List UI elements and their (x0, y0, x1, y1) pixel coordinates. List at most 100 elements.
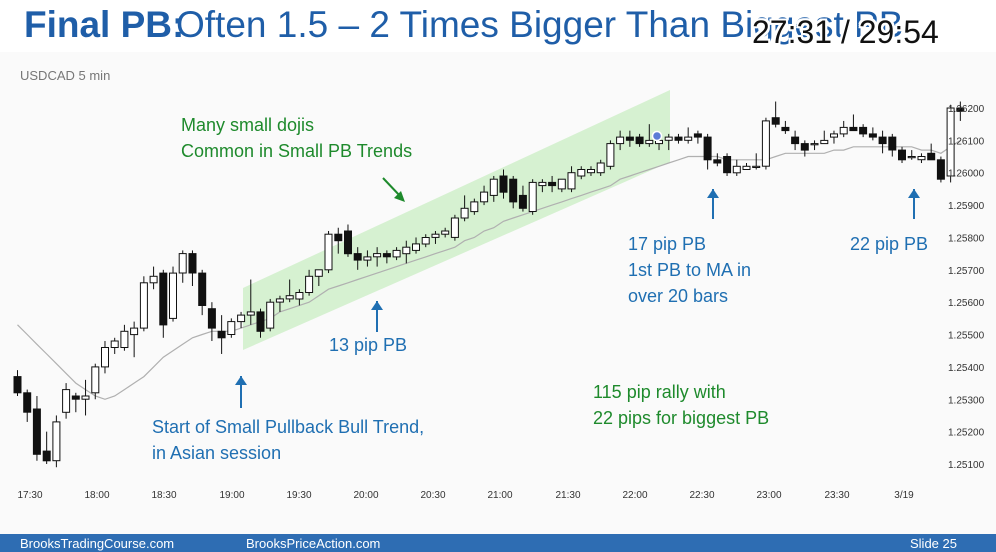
bull-candle-body (810, 143, 819, 146)
candle (703, 133, 712, 170)
bear-candle-body (703, 136, 712, 161)
bear-candle-body (723, 156, 732, 174)
bull-candle-body (820, 139, 829, 145)
bear-candle-body (791, 136, 800, 145)
bull-candle-body (489, 178, 498, 196)
bull-candle-body (480, 191, 489, 203)
bear-candle-body (344, 230, 352, 255)
bear-candle-body (771, 117, 780, 125)
y-tick-label: 1.25500 (948, 331, 985, 342)
bear-candle-body (32, 408, 41, 455)
bull-candle-body (363, 256, 372, 261)
bull-candle-body (946, 107, 955, 177)
bear-candle-body (207, 308, 216, 329)
dojis-arrow (382, 177, 402, 198)
candle (314, 269, 323, 286)
bull-candle-body (830, 133, 838, 138)
bear-candle-body (353, 253, 362, 261)
candle (606, 140, 615, 170)
x-tick-label: 19:30 (286, 490, 311, 501)
bull-candle-body (392, 249, 401, 258)
chart-title: USDCAD 5 min (20, 68, 110, 83)
candle (839, 120, 848, 138)
x-tick-label: 21:00 (487, 490, 512, 501)
annotation-small-dojis: Common in Small PB Trends (181, 141, 412, 161)
candle (237, 311, 246, 329)
candle (81, 379, 90, 416)
candle (305, 269, 314, 296)
annotation-22-pip-pb: 22 pip PB (850, 234, 928, 254)
bull-candle-body (412, 243, 420, 251)
candle (907, 150, 916, 160)
candle (956, 101, 965, 121)
candle (509, 175, 518, 209)
x-tick-label: 3/19 (894, 490, 914, 501)
bull-candle-body (275, 298, 284, 303)
bear-candle-body (898, 149, 906, 161)
start-arrow-head (235, 376, 247, 385)
candle (421, 234, 430, 248)
bear-candle-body (334, 233, 343, 242)
x-tick-label: 23:30 (824, 490, 849, 501)
candle (402, 240, 411, 264)
bear-candle-body (499, 175, 508, 193)
y-tick-label: 1.25200 (948, 428, 985, 439)
bear-candle-body (42, 450, 51, 462)
candle (324, 230, 333, 274)
y-tick-label: 1.25300 (948, 395, 985, 406)
candle (441, 227, 450, 238)
annotation-17-pip-pb: 17 pip PB (628, 234, 706, 254)
candle (266, 298, 275, 332)
candle (353, 247, 362, 270)
bear-candle-body (781, 126, 790, 132)
annotation-start-trend: Start of Small Pullback Bull Trend, (152, 417, 424, 437)
pb17-arrow-head (707, 189, 719, 198)
x-tick-label: 18:30 (151, 490, 176, 501)
bull-candle-body (742, 165, 751, 171)
bear-candle-body (693, 133, 702, 138)
candle (285, 279, 294, 303)
bear-candle-body (888, 136, 897, 151)
bull-candle-body (81, 395, 90, 400)
footer-left-link[interactable]: BrooksTradingCourse.com (20, 536, 175, 551)
bear-candle-body (382, 253, 391, 258)
candle (120, 324, 129, 351)
bull-candle-body (421, 237, 430, 245)
x-axis-ticks: 17:30 18:00 18:30 19:00 19:30 20:00 20:30 21:00… (17, 490, 914, 501)
y-tick-label: 1.25400 (948, 363, 985, 374)
candle (664, 133, 673, 151)
candle (480, 185, 489, 206)
bear-candle-body (956, 107, 965, 112)
footer-center-link[interactable]: BrooksPriceAction.com (246, 536, 381, 551)
bull-candle-body (101, 347, 109, 368)
candle (207, 302, 216, 342)
candle (732, 159, 741, 176)
candle (489, 175, 498, 202)
bear-candle-body (71, 395, 80, 400)
chart-area: USDCAD 5 min 1.26200 1.26100 1.26000 1.2590… (0, 52, 996, 534)
bull-candle-body (324, 233, 333, 271)
bull-candle-body (596, 162, 605, 174)
annotation-13-pip-pb: 13 pip PB (329, 335, 407, 355)
bull-candle-body (577, 169, 586, 177)
bear-candle-body (509, 178, 518, 203)
x-tick-label: 22:30 (689, 490, 714, 501)
bull-candle-body (169, 272, 177, 319)
bull-candle-body (587, 169, 595, 174)
candle (344, 224, 352, 257)
candle (198, 269, 207, 316)
y-tick-label: 1.26000 (948, 169, 985, 180)
candle (684, 127, 693, 144)
x-tick-label: 19:00 (219, 490, 244, 501)
bear-candle-body (878, 136, 887, 145)
candle (130, 321, 139, 358)
candle (62, 383, 71, 419)
candle (674, 133, 683, 144)
candle (13, 370, 22, 397)
bear-candle-body (674, 136, 683, 141)
candle (159, 269, 168, 338)
bear-candle-body (518, 194, 527, 209)
candle (450, 214, 459, 241)
bull-candle-body (557, 178, 566, 190)
candle (616, 130, 625, 151)
